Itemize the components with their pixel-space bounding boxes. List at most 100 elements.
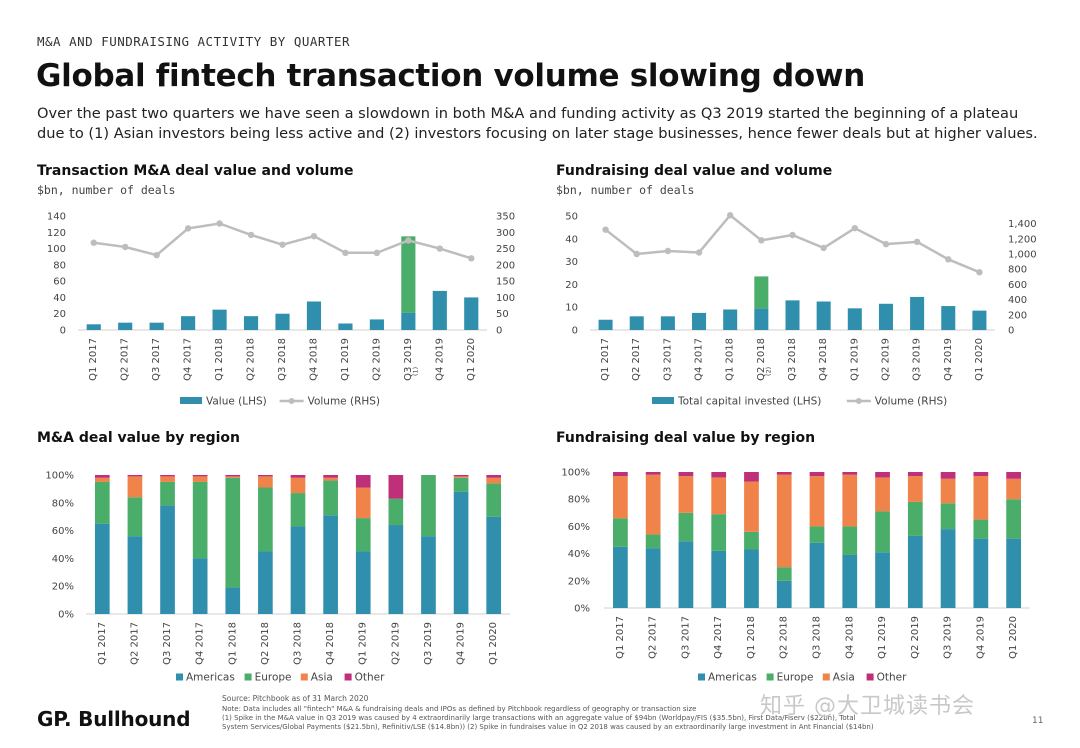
- volume-point: [976, 269, 983, 276]
- value-bar: [243, 316, 259, 330]
- value-bar: [432, 290, 447, 330]
- asia-segment: [127, 476, 143, 498]
- other-segment: [160, 475, 175, 477]
- legend-label-other: Other: [877, 672, 907, 684]
- europe-segment: [225, 477, 241, 588]
- category-x-label: Q3 2018: [787, 338, 798, 381]
- category-x-label: Q1 2020: [974, 338, 985, 381]
- category-x-label: Q1 2019: [358, 622, 369, 665]
- category-x-label: Q3 2019: [403, 338, 414, 381]
- legend-swatch-other: [866, 673, 874, 681]
- y-right-tick-label: 400: [1008, 295, 1027, 306]
- category-x-label: Q4 2018: [325, 622, 336, 665]
- category-x-label: Q4 2018: [818, 338, 829, 381]
- europe-segment: [355, 518, 371, 552]
- other-segment: [809, 472, 825, 477]
- legend-swatch-europe: [766, 673, 774, 681]
- volume-point: [882, 240, 890, 248]
- y-right-tick-label: 1,000: [1008, 250, 1037, 261]
- volume-point: [121, 243, 129, 251]
- category-x-label: Q1 2018: [725, 338, 736, 381]
- asia-segment: [973, 476, 989, 520]
- americas-segment: [421, 536, 436, 614]
- americas-segment: [744, 549, 759, 608]
- value-bar: [972, 310, 987, 330]
- y-right-tick-label: 600: [1008, 280, 1027, 291]
- other-segment: [875, 472, 890, 478]
- europe-segment: [323, 480, 338, 516]
- y-tick-label: 20%: [568, 576, 590, 587]
- other-segment: [388, 475, 404, 499]
- legend-label-europe: Europe: [777, 672, 814, 684]
- footer-note-3: System Services/Global Payments ($21.5bn…: [222, 723, 874, 731]
- volume-point: [153, 251, 160, 259]
- page-number: 11: [1032, 716, 1044, 726]
- americas-segment: [645, 548, 661, 608]
- asia-segment: [744, 481, 759, 532]
- other-segment: [355, 475, 371, 488]
- footer-notes: Note: Data includes all "fintech" M&A & …: [222, 705, 982, 732]
- category-x-label: Q3 2018: [293, 622, 304, 665]
- legend-label-asia: Asia: [311, 672, 333, 684]
- asia-segment: [486, 477, 502, 484]
- y-left-tick-label: 100: [47, 244, 66, 255]
- europe-segment: [613, 518, 628, 547]
- value-bar: [401, 312, 416, 330]
- volume-point: [247, 231, 255, 239]
- value-bar: [369, 319, 384, 330]
- y-right-tick-label: 800: [1008, 265, 1027, 276]
- ma-value-chart-units: $bn, number of deals: [37, 183, 176, 197]
- value-bar: [118, 322, 133, 330]
- y-left-tick-label: 140: [47, 212, 66, 223]
- legend-label-volume: Volume (RHS): [308, 396, 380, 408]
- americas-segment: [940, 529, 956, 608]
- volume-point: [216, 220, 223, 227]
- category-x-label: Q3 2018: [812, 616, 823, 659]
- other-segment: [486, 475, 502, 478]
- category-x-label: Q4 2017: [183, 338, 194, 381]
- asia-segment: [613, 476, 628, 519]
- europe-segment: [486, 483, 502, 517]
- value-bar: [629, 316, 644, 330]
- value-bar: [723, 309, 738, 330]
- europe-segment: [678, 512, 694, 542]
- volume-point: [913, 238, 921, 246]
- category-x-label: Q3 2019: [423, 622, 434, 665]
- legend-label-americas: Americas: [708, 672, 757, 684]
- category-x-label: Q2 2018: [756, 338, 767, 381]
- legend-swatch-volume-point: [855, 398, 862, 404]
- asia-segment: [94, 477, 110, 482]
- y-tick-label: 60%: [568, 522, 590, 533]
- other-segment: [613, 472, 628, 477]
- asia-segment: [776, 474, 792, 568]
- category-x-label: Q1 2019: [849, 338, 860, 381]
- fund-region-chart: 0% 20% 40% 60% 80% 100% Q1 2017 Q2 2017 Q3 2017 Q…: [561, 468, 1030, 684]
- americas-segment: [776, 580, 792, 608]
- asia-segment: [1006, 478, 1021, 500]
- europe-segment: [1006, 499, 1021, 539]
- y-left-tick-label: 120: [47, 228, 66, 239]
- americas-segment: [973, 538, 989, 608]
- y-right-tick-label: 0: [1008, 326, 1014, 337]
- asia-segment: [453, 476, 469, 478]
- other-segment: [1006, 472, 1021, 479]
- other-segment: [225, 475, 241, 477]
- y-right-tick-label: 150: [496, 277, 515, 288]
- asia-segment: [258, 476, 273, 488]
- europe-segment: [453, 477, 469, 492]
- category-x-label: Q1 2017: [97, 622, 108, 665]
- asia-segment: [192, 476, 208, 482]
- volume-point: [945, 256, 952, 263]
- volume-point: [789, 231, 796, 239]
- asia-segment: [907, 476, 923, 502]
- category-x-label: Q4 2018: [308, 338, 319, 381]
- category-x-label: Q2 2017: [648, 616, 659, 659]
- fund-value-volume-chart: 0 10 20 30 40 50 0 200 400 600 800 1,000 1,200 1,400 Q…: [565, 212, 1037, 408]
- category-x-label: Q1 2018: [227, 622, 238, 665]
- value-bar: [754, 308, 769, 330]
- volume-point: [468, 255, 475, 262]
- y-tick-label: 80%: [52, 498, 74, 509]
- asia-segment: [225, 476, 241, 478]
- legend-label-asia: Asia: [833, 672, 855, 684]
- value-bar: [181, 316, 196, 330]
